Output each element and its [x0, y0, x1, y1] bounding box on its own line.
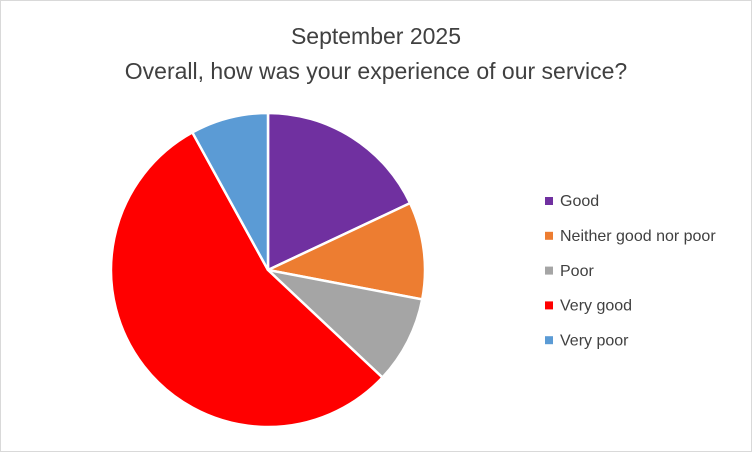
legend-swatch: [545, 336, 553, 345]
pie-slice: [266, 111, 412, 272]
pie-slice: [263, 201, 427, 301]
legend-swatch: [545, 266, 553, 275]
legend-label: Very good: [560, 298, 632, 315]
legend-label: Neither good nor poor: [560, 228, 716, 245]
legend-label: Good: [560, 193, 599, 210]
legend-swatch: [545, 301, 553, 310]
legend-swatch: [545, 231, 553, 240]
legend-swatch: [545, 197, 553, 205]
pie-slice: [190, 111, 270, 271]
legend-label: Poor: [560, 263, 594, 280]
chart-title: September 2025: [291, 23, 461, 49]
chart-subtitle: Overall, how was your experience of our …: [125, 58, 627, 84]
pie-slice: [264, 267, 424, 380]
pie-slice: [109, 130, 385, 429]
legend-label: Very poor: [560, 332, 629, 349]
